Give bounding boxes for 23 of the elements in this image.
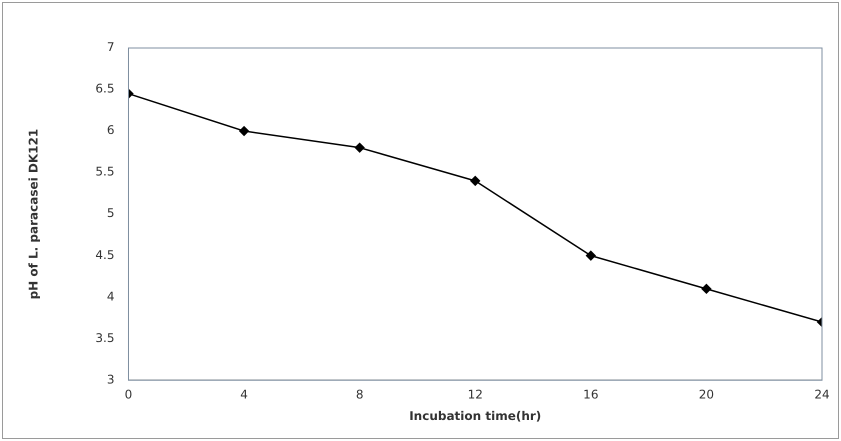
x-tick-label: 20 [698,388,714,402]
point [586,250,596,261]
point [470,176,480,186]
point [239,126,250,136]
y-tick-label: 5 [106,206,114,220]
y-tick-label: 6.5 [95,82,114,96]
x-tick-label: 16 [583,388,598,402]
y-tick-label: 4 [106,289,114,304]
x-tick-label: 12 [468,388,483,402]
y-tick-label: 5.5 [95,164,114,179]
y-tick-label: 3 [106,372,114,386]
y-axis-title: pH of L. paracasei DK121 [26,128,40,300]
point [701,284,712,294]
x-axis-title: Incubation time(hr) [409,408,542,423]
x-tick-label: 0 [124,388,132,402]
point [354,142,365,153]
y-tick-label: 6 [106,123,114,138]
y-tick-label: 4.5 [95,248,114,262]
x-tick-label: 8 [356,388,364,402]
x-tick-label: 24 [814,388,830,402]
y-tick-label: 7 [106,40,114,54]
x-tick-label: 4 [240,388,248,402]
y-tick-label: 3.5 [95,330,114,345]
